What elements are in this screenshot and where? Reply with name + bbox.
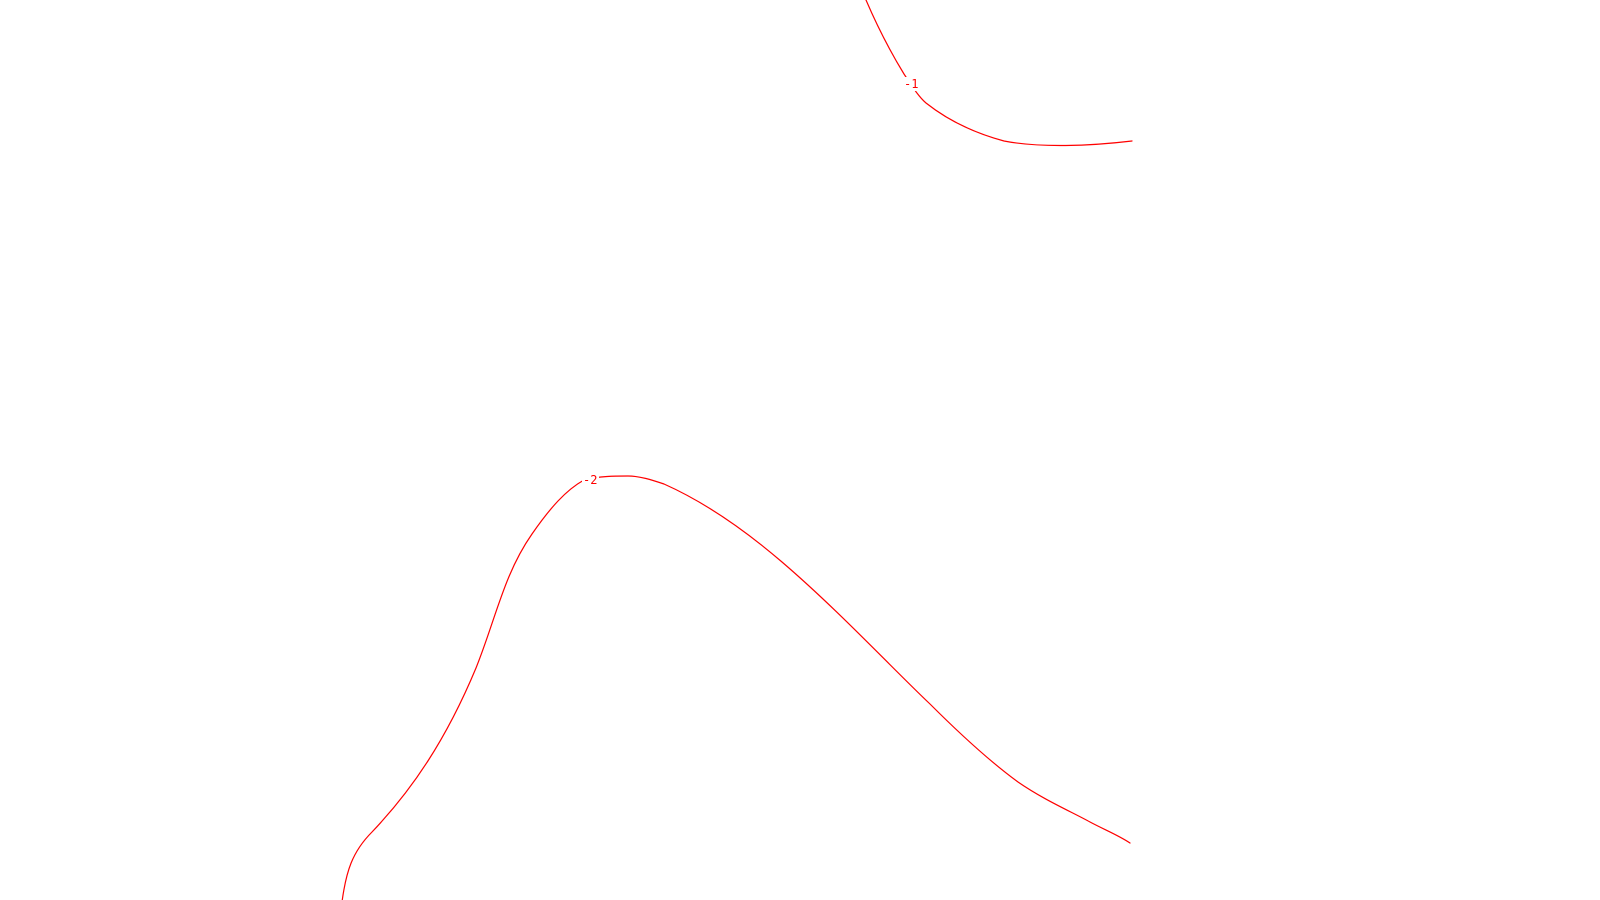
contour-label-minus-1: -1 bbox=[904, 77, 918, 91]
contour-label-mask-minus-1 bbox=[903, 77, 919, 91]
contour-line-minus-2 bbox=[341, 475, 1131, 900]
contour-line-minus-1 bbox=[865, 0, 1133, 147]
contour-level-minus-1: -1 bbox=[865, 0, 1133, 147]
contour-label-minus-2: -2 bbox=[583, 473, 597, 487]
contour-level-minus-2: -2 bbox=[341, 472, 1131, 900]
contour-label-mask-minus-2 bbox=[582, 472, 599, 486]
